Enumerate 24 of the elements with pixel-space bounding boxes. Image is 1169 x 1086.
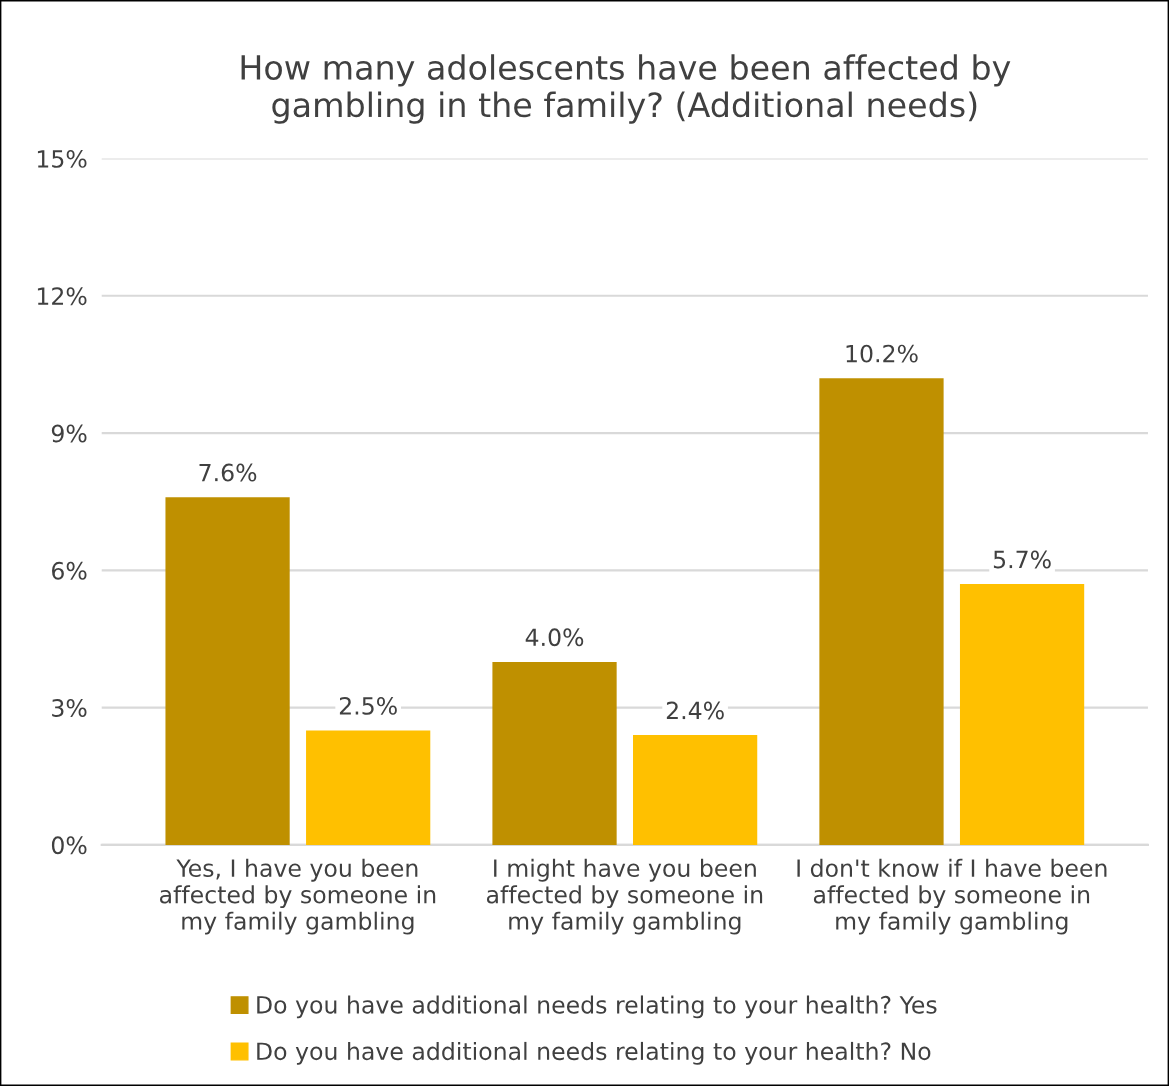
data-label: 2.5% <box>339 696 397 715</box>
bar <box>819 378 944 845</box>
legend-label: Do you have additional needs relating to your health? No <box>257 1041 931 1065</box>
data-label: 2.4% <box>666 701 724 720</box>
y-tick-label: 15% <box>37 150 87 168</box>
y-tick-label: 3% <box>52 699 87 717</box>
data-label: 4.0% <box>525 628 584 647</box>
bar <box>306 730 431 845</box>
chart-title: How many adolescents have been affected by gambling in the family? (Additional needs) <box>241 54 1011 124</box>
bar <box>165 497 290 845</box>
y-tick-label: 0% <box>51 836 87 855</box>
y-tick-label: 6% <box>52 561 87 580</box>
x-tick-label: Yes, I have you been affected by someone in my family gambling <box>160 858 436 935</box>
data-label: 7.6% <box>199 463 257 482</box>
legend-label: Do you have additional needs relating to your health? Yes <box>257 995 937 1019</box>
data-label: 5.7% <box>993 550 1051 569</box>
x-tick-label: I don't know if I have been affected by someone in my family gambling <box>797 858 1107 935</box>
bar <box>633 735 758 845</box>
y-tick-label: 9% <box>51 424 87 443</box>
bar <box>492 661 617 845</box>
y-tick-label: 12% <box>37 287 87 306</box>
data-label: 10.2% <box>846 344 918 363</box>
bar <box>959 584 1085 845</box>
x-tick-label: I might have you been affected by someone in my family gambling <box>486 858 763 935</box>
